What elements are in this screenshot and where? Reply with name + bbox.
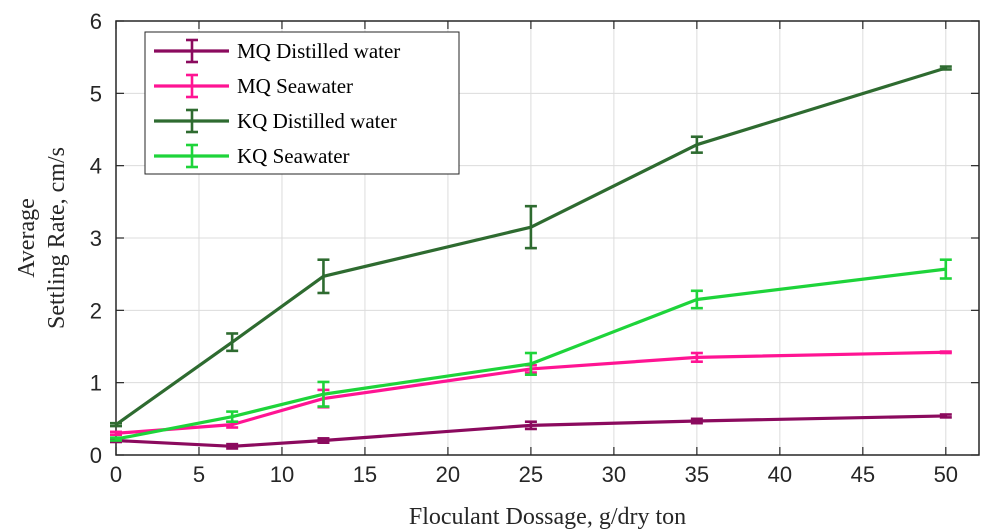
legend-items: MQ Distilled water MQ Seawater KQ Distille…	[154, 38, 400, 169]
error-bar	[317, 380, 330, 408]
legend-label: KQ Distilled water	[237, 109, 397, 133]
y-tick-label: 6	[90, 9, 102, 34]
y-tick-label: 2	[90, 298, 102, 323]
x-tick-label: 40	[768, 462, 792, 487]
legend-item: KQ Distilled water	[154, 108, 397, 134]
legend-item: KQ Seawater	[154, 143, 350, 169]
y-axis-ticks: 0 1 2 3 4 5 6	[90, 9, 979, 468]
y-axis-label-line-1: Average	[14, 198, 40, 278]
legend-box	[144, 31, 460, 175]
series-3	[110, 258, 952, 442]
error-bar	[317, 258, 330, 295]
error-bar	[226, 410, 239, 424]
legend-label: KQ Seawater	[237, 144, 350, 168]
error-bar	[110, 436, 122, 442]
error-bar	[524, 204, 537, 250]
series-layer	[110, 65, 952, 450]
y-tick-label: 0	[90, 443, 102, 468]
series-line	[115, 267, 947, 441]
error-bar	[226, 332, 239, 353]
error-bar	[317, 437, 330, 445]
error-bar	[110, 430, 122, 437]
y-tick-label: 5	[90, 81, 102, 106]
error-bar	[524, 351, 537, 377]
legend: MQ Distilled water MQ Seawater KQ Distille…	[144, 31, 460, 175]
error-bar	[939, 65, 952, 71]
error-bar	[690, 351, 703, 363]
series-line	[115, 414, 946, 448]
x-tick-label: 30	[602, 462, 626, 487]
error-bar	[226, 442, 239, 450]
y-axis-label-line-2: Settling Rate, cm/s	[44, 147, 70, 329]
series-2	[110, 65, 952, 428]
series-line	[115, 66, 947, 426]
legend-item: MQ Distilled water	[154, 38, 400, 64]
x-axis-ticks: 0 5 10 15 20 25 30 35 40 45 50	[110, 21, 958, 487]
x-tick-label: 15	[353, 462, 377, 487]
error-bar	[524, 420, 537, 431]
x-axis-label: Floculant Dossage, g/dry ton	[409, 504, 686, 530]
x-tick-label: 0	[110, 462, 122, 487]
x-tick-label: 10	[270, 462, 294, 487]
error-bar	[690, 289, 703, 310]
error-bar	[690, 417, 703, 425]
x-tick-label: 25	[519, 462, 543, 487]
y-tick-label: 1	[90, 371, 102, 396]
series-line	[115, 350, 946, 435]
error-bar	[939, 413, 952, 419]
error-bar	[690, 135, 703, 154]
legend-item: MQ Seawater	[154, 73, 353, 99]
legend-label: MQ Distilled water	[237, 39, 400, 63]
error-bar	[939, 350, 952, 355]
error-bar	[110, 421, 122, 428]
error-bar	[939, 258, 952, 280]
x-tick-label: 5	[193, 462, 205, 487]
x-tick-label: 20	[436, 462, 460, 487]
x-tick-label: 50	[934, 462, 958, 487]
x-tick-label: 35	[685, 462, 709, 487]
x-tick-label: 45	[851, 462, 875, 487]
legend-label: MQ Seawater	[237, 74, 353, 98]
y-tick-label: 3	[90, 226, 102, 251]
y-tick-label: 4	[90, 154, 102, 179]
